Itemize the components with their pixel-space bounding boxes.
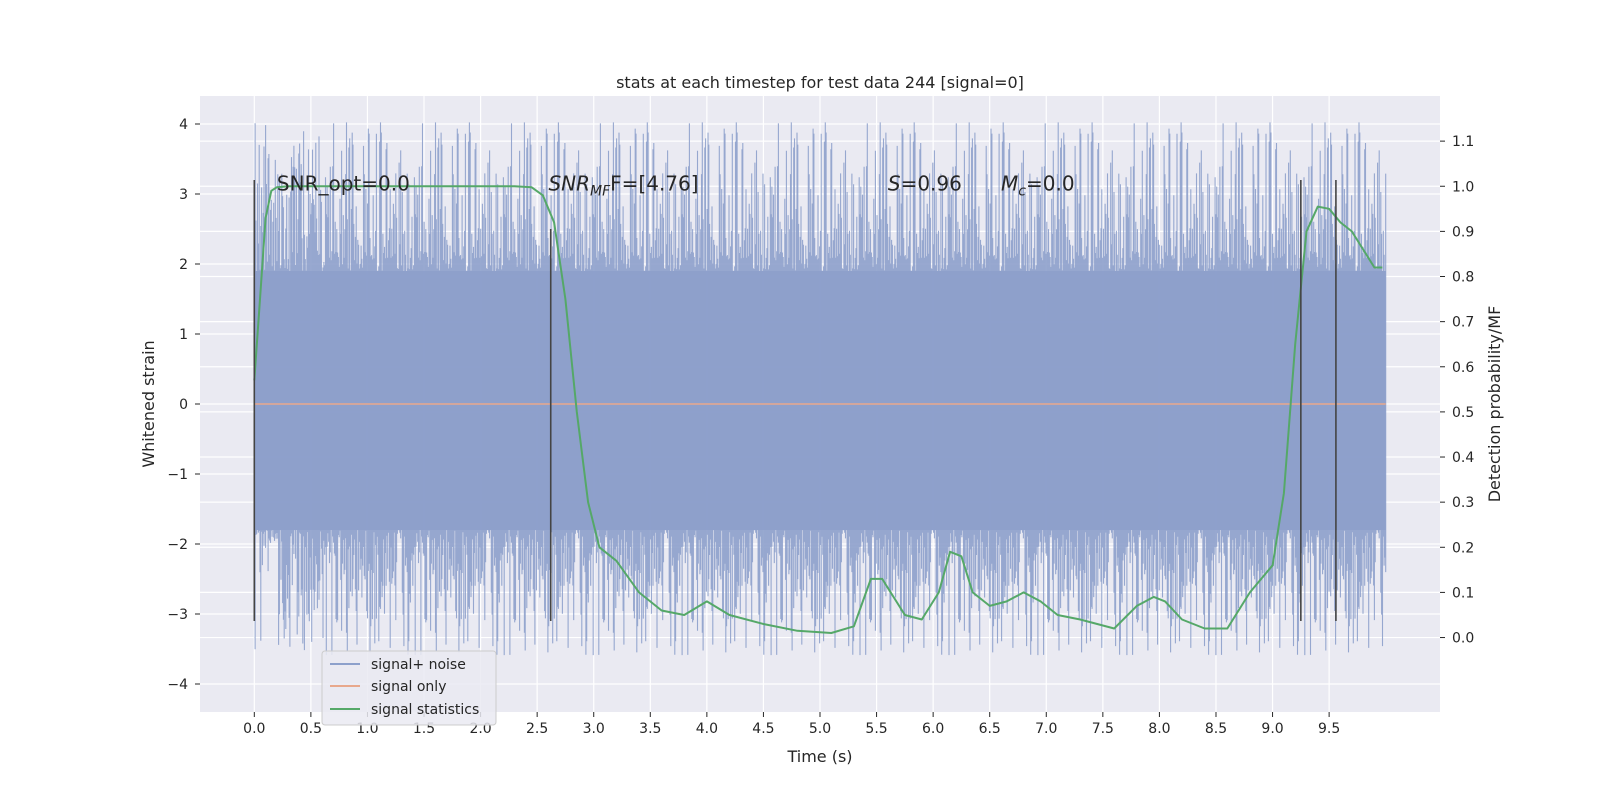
annotation-mc-stat: Mc=0.0 (1001, 172, 1075, 200)
y2-tick-label-3: 0.3 (1452, 495, 1474, 511)
y-ticks-left: −4 −3 −2 −1 0 1 2 3 4 (167, 117, 200, 693)
x-tick-label-1: 0.5 (300, 721, 322, 737)
x-tick-label-11: 5.5 (865, 721, 887, 737)
y-tick-label-6: 2 (179, 257, 188, 273)
y-tick-label-7: 3 (179, 187, 188, 203)
legend-label-signal-noise: signal+ noise (371, 657, 466, 673)
y2-tick-label-2: 0.2 (1452, 540, 1474, 556)
y2-tick-label-9: 0.9 (1452, 224, 1474, 240)
series-signal-noise (253, 122, 1387, 656)
x-tick-label-19: 9.5 (1318, 721, 1340, 737)
x-tick-label-14: 7.0 (1035, 721, 1057, 737)
y-axis-label: Whitened strain (139, 340, 158, 467)
x-tick-label-18: 9.0 (1261, 721, 1283, 737)
x-tick-label-8: 4.0 (696, 721, 718, 737)
annotation-snr-mf: SNRMFF=[4.76] (548, 172, 698, 200)
y-tick-label-3: −1 (167, 467, 188, 483)
x-tick-label-16: 8.0 (1148, 721, 1170, 737)
y2-tick-label-5: 0.5 (1452, 405, 1474, 421)
x-tick-label-9: 4.5 (752, 721, 774, 737)
x-tick-label-17: 8.5 (1205, 721, 1227, 737)
y-tick-label-0: −4 (167, 677, 188, 693)
series-lines (253, 185, 1386, 634)
y2-axis-label: Detection probability/MF (1485, 306, 1504, 503)
legend-label-signal-only: signal only (371, 679, 446, 695)
y2-tick-label-6: 0.6 (1452, 360, 1474, 376)
x-tick-label-15: 7.5 (1092, 721, 1114, 737)
x-tick-label-12: 6.0 (922, 721, 944, 737)
y2-tick-label-4: 0.4 (1452, 450, 1474, 466)
x-tick-label-0: 0.0 (243, 721, 265, 737)
x-tick-label-13: 6.5 (979, 721, 1001, 737)
y2-tick-label-0: 0.0 (1452, 631, 1474, 647)
y2-tick-label-11: 1.1 (1452, 134, 1474, 150)
y-tick-label-5: 1 (179, 327, 188, 343)
y2-tick-label-7: 0.7 (1452, 315, 1474, 331)
x-tick-label-7: 3.5 (639, 721, 661, 737)
series-line-signal-statistics (253, 185, 1383, 634)
y2-tick-label-1: 0.1 (1452, 585, 1474, 601)
legend-box (321, 650, 497, 726)
y-tick-label-8: 4 (179, 117, 188, 133)
x-tick-label-5: 2.5 (526, 721, 548, 737)
annotation-s-stat: S=0.96 (888, 172, 962, 196)
y2-tick-label-10: 1.0 (1452, 179, 1474, 195)
annotation-snr-opt: SNR_opt=0.0 (277, 172, 410, 196)
annotations: SNR_opt=0.0 SNRMFF=[4.76] S=0.96 Mc=0.0 (277, 172, 1075, 200)
x-axis-label: Time (s) (786, 747, 852, 766)
y2-tick-label-8: 0.8 (1452, 270, 1474, 286)
y-tick-label-2: −2 (167, 537, 188, 553)
y-ticks-right: 0.0 0.1 0.2 0.3 0.4 0.5 0.6 0.7 0.8 0.9 1.0 1.1 (1440, 134, 1474, 647)
chart-title: stats at each timestep for test data 244… (616, 73, 1024, 92)
legend-label-signal-statistics: signal statistics (371, 702, 479, 718)
y-tick-label-1: −3 (167, 607, 188, 623)
legend: signal+ noise signal only signal statist… (321, 650, 497, 726)
x-ticks: 0.0 0.5 1.0 1.5 2.0 2.5 3.0 3.5 4.0 4.5 5.0 5.5 6.0 6… (243, 712, 1340, 737)
x-tick-label-6: 3.0 (583, 721, 605, 737)
vertical-markers (253, 180, 1337, 621)
x-tick-label-10: 5.0 (809, 721, 831, 737)
y-tick-label-4: 0 (179, 397, 188, 413)
